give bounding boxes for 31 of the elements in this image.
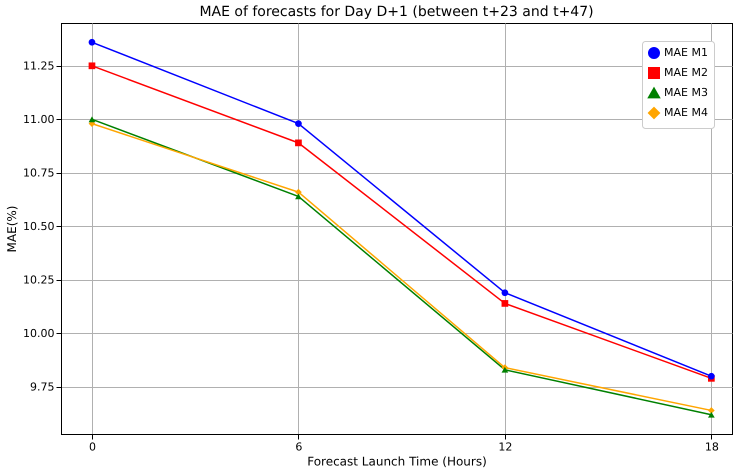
point: [502, 366, 508, 373]
y-tick-label: 11.00: [23, 112, 54, 126]
x-tick-label: 12: [498, 440, 512, 454]
y-axis-title: MAE(%): [5, 206, 20, 252]
point: [88, 116, 96, 122]
point: [88, 38, 96, 46]
point: [708, 407, 715, 414]
point: [708, 412, 715, 418]
legend-label: MAE M3: [664, 86, 708, 99]
legend-label: MAE M4: [664, 106, 708, 119]
y-tick-label: 11.25: [23, 59, 54, 72]
x-tick-label: 0: [88, 440, 96, 454]
y-tick-label: 10.75: [23, 166, 54, 180]
chart-title: MAE of forecasts for Day D+1 (between t+23 and t+47): [199, 4, 594, 20]
y-tick-label: 10.50: [23, 220, 54, 233]
point: [88, 62, 96, 70]
point: [502, 300, 508, 307]
y-tick-label: 10.00: [23, 326, 54, 340]
point: [708, 372, 715, 380]
x-tick-label: 18: [704, 440, 719, 454]
point: [502, 289, 508, 296]
point: [295, 193, 302, 200]
legend-label: MAE M1: [664, 46, 708, 59]
x-axis-title: Forecast Launch Time (Hours): [307, 454, 487, 468]
y-tick-label: 10.25: [23, 273, 54, 286]
point: [295, 140, 302, 146]
x-tick-label: 6: [295, 440, 302, 454]
point: [295, 188, 302, 196]
legend-label: MAE M2: [664, 66, 708, 79]
point: [295, 120, 302, 127]
y-tick-label: 9.75: [30, 380, 54, 394]
